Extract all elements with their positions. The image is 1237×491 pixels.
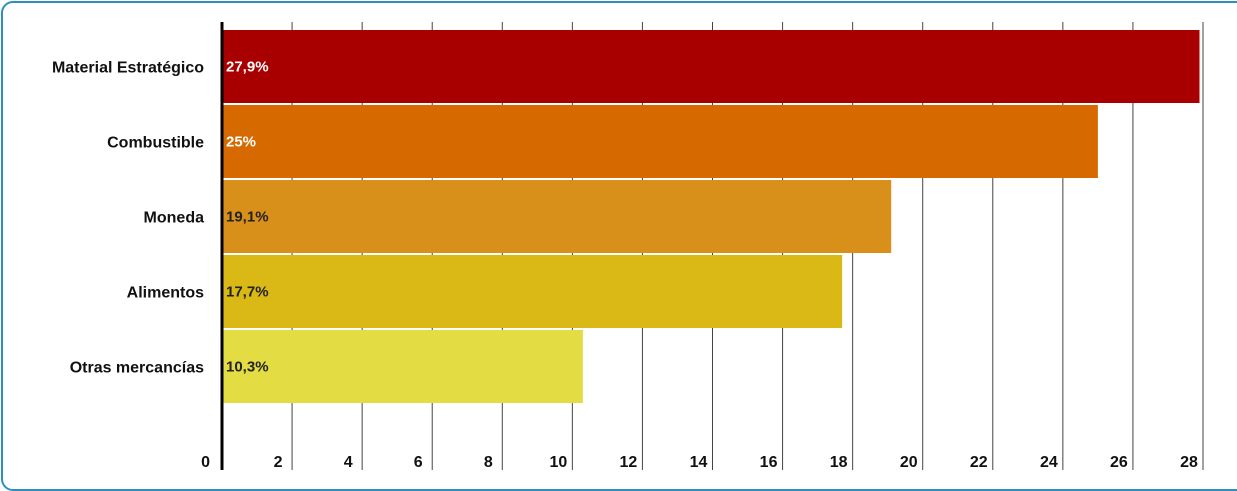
bar [222,30,1200,103]
bar [222,255,843,328]
x-tick-label: 28 [1180,454,1198,470]
x-tick-label: 8 [484,454,493,470]
x-tick-label: 20 [900,454,918,470]
bar [222,180,892,253]
category-label: Combustible [107,135,204,152]
x-tick-label: 24 [1040,454,1058,470]
bar-chart: 27,9% 25% 19,1% 17,7% 10,3% Material Estraté… [52,22,1204,470]
bar-value-label: 19,1% [226,209,269,226]
x-tick-label: 4 [344,454,353,470]
category-labels: Material Estratégico Combustible Moneda Ali… [52,60,204,377]
bar-value-label: 27,9% [226,59,269,76]
x-tick-label: 14 [690,454,708,470]
bar [222,105,1098,178]
x-tick-label: 18 [830,454,848,470]
bars [222,30,1200,403]
x-tick-label: 16 [760,454,778,470]
x-tick-label: 6 [414,454,423,470]
bar-value-label: 10,3% [226,359,269,376]
x-tick-label: 10 [549,454,567,470]
bar-value-label: 25% [226,134,256,151]
category-label: Moneda [144,210,205,227]
value-labels: 27,9% 25% 19,1% 17,7% 10,3% [226,59,269,376]
x-tick-labels: 0 2 4 6 8 10 12 14 16 18 20 22 24 26 28 [201,454,1198,470]
category-label: Otras mercancías [70,360,204,377]
bar [222,330,583,403]
x-tick-label: 2 [274,454,283,470]
x-tick-label: 26 [1110,454,1128,470]
x-tick-label: 12 [620,454,638,470]
x-tick-label: 22 [970,454,988,470]
category-label: Material Estratégico [52,60,204,77]
category-label: Alimentos [127,285,204,302]
x-tick-label: 0 [201,454,210,470]
bar-value-label: 17,7% [226,284,269,301]
